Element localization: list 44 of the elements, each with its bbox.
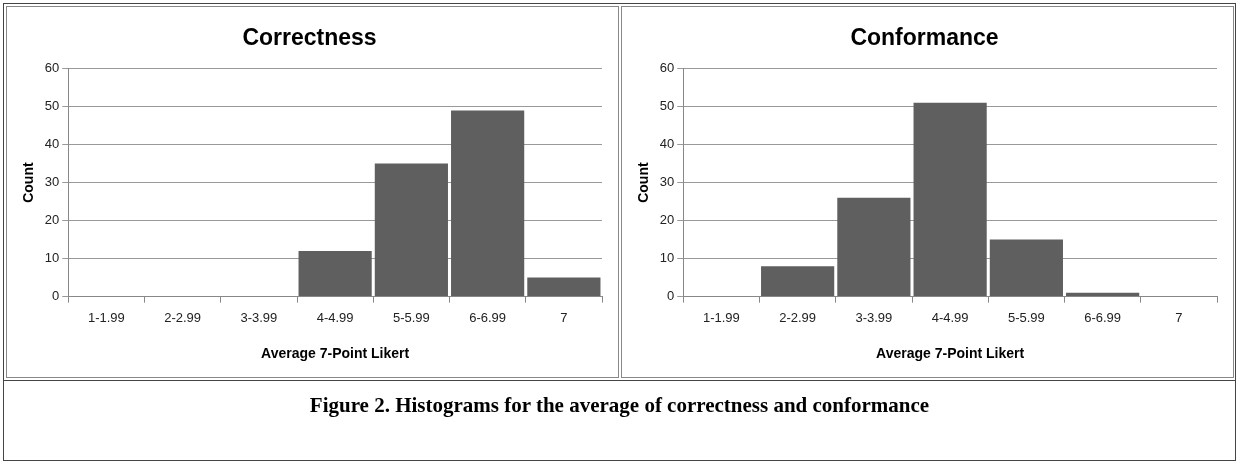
bar: [527, 277, 601, 297]
chart-title: Conformance: [850, 24, 999, 51]
y-tick-label: 10: [659, 250, 675, 266]
bar: [761, 266, 835, 297]
x-tick-label: 4-4.99: [931, 309, 969, 325]
x-axis-title: Average 7-Point Likert: [876, 345, 1025, 362]
bar: [451, 110, 525, 297]
y-tick-label: 40: [659, 136, 675, 152]
x-tick-label: 2-2.99: [164, 309, 202, 325]
y-axis-title: Count: [635, 162, 652, 203]
x-tick-label: 4-4.99: [316, 309, 354, 325]
y-tick-label: 0: [52, 288, 60, 304]
y-tick-label: 10: [44, 250, 60, 266]
x-tick-label: 7: [1175, 309, 1183, 325]
bar: [989, 239, 1063, 297]
x-tick-label: 6-6.99: [1084, 309, 1122, 325]
x-tick-label: 1-1.99: [702, 309, 740, 325]
bar: [913, 102, 987, 297]
x-tick-label: 2-2.99: [779, 309, 817, 325]
x-tick-label: 5-5.99: [392, 309, 430, 325]
x-tick-label: 3-3.99: [240, 309, 278, 325]
y-tick-label: 60: [44, 60, 60, 76]
y-tick-label: 20: [44, 212, 60, 228]
y-tick-label: 40: [44, 136, 60, 152]
chart-title: Correctness: [242, 24, 377, 51]
x-tick-label: 5-5.99: [1007, 309, 1045, 325]
bar: [374, 163, 448, 297]
y-tick-label: 30: [659, 174, 675, 190]
y-tick-label: 50: [659, 98, 675, 114]
x-tick-label: 1-1.99: [87, 309, 125, 325]
y-tick-label: 20: [659, 212, 675, 228]
y-axis-title: Count: [20, 162, 37, 203]
y-tick-label: 30: [44, 174, 60, 190]
x-tick-label: 3-3.99: [855, 309, 893, 325]
bar: [1066, 292, 1140, 297]
y-tick-label: 0: [667, 288, 675, 304]
caption: Figure 2. Histograms for the average of correctness and conformance: [308, 393, 931, 418]
y-tick-label: 50: [44, 98, 60, 114]
x-tick-label: 7: [560, 309, 568, 325]
bar: [298, 251, 372, 297]
x-axis-title: Average 7-Point Likert: [261, 345, 410, 362]
y-tick-label: 60: [659, 60, 675, 76]
x-tick-label: 6-6.99: [469, 309, 507, 325]
bar: [837, 197, 911, 297]
